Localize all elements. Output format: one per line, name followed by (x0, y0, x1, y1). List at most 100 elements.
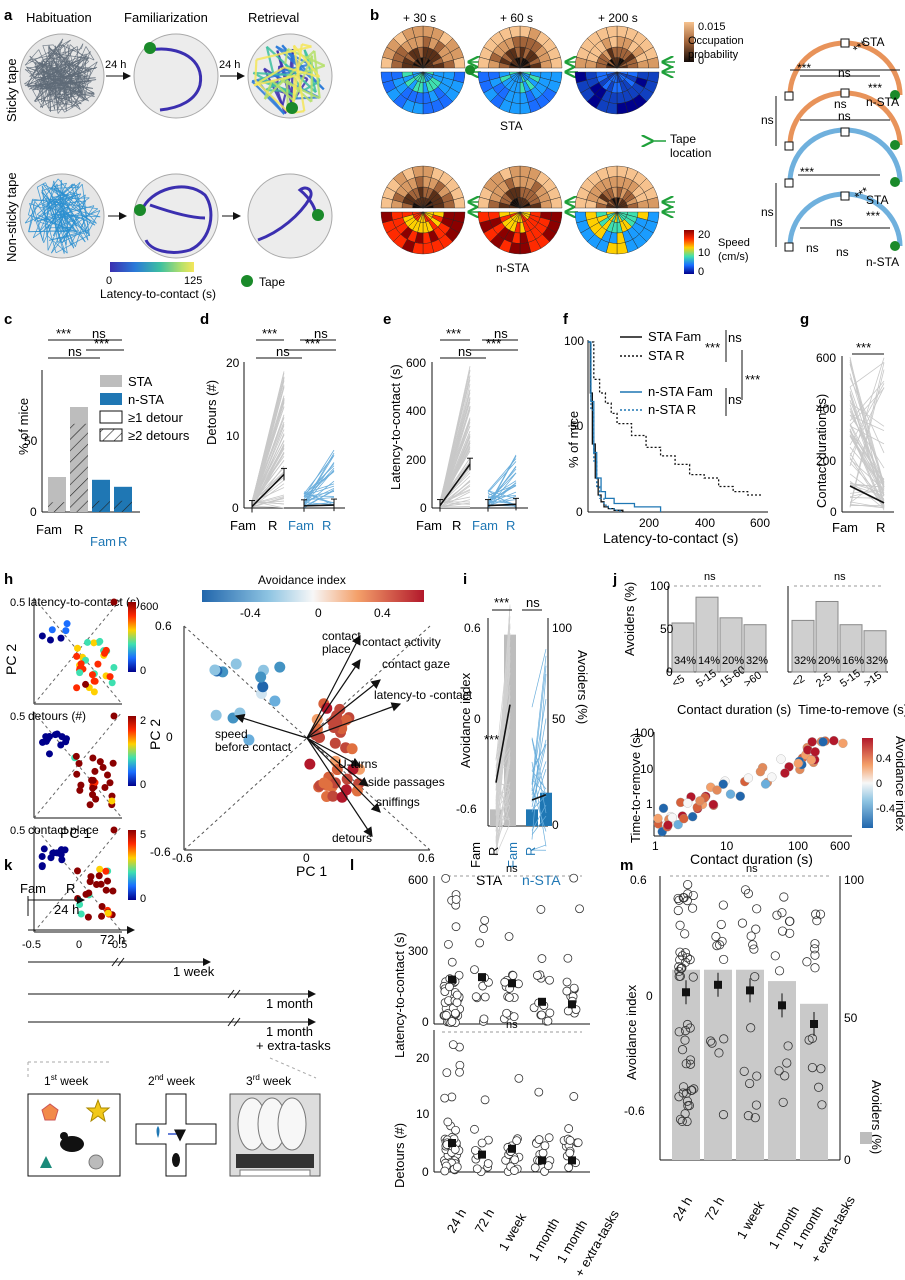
m-point (714, 1048, 724, 1058)
arena-fam-sticky (133, 33, 219, 119)
m-ylabel2: Avoiders (%) (869, 1080, 884, 1154)
trajectory-segment (83, 68, 92, 101)
trajectory-segment (24, 39, 71, 66)
m-point (810, 950, 820, 960)
trajectory-segment (24, 178, 59, 224)
speed-wedge (574, 71, 587, 84)
latency-cb-max: 125 (184, 275, 202, 287)
e-lines (437, 366, 519, 512)
j-scatter-point (767, 772, 777, 782)
c-xtick: R (74, 522, 83, 537)
l-detour-point (510, 1155, 520, 1165)
l-detour-point (480, 1095, 490, 1105)
j-bar (839, 624, 863, 673)
h-small-point (58, 856, 66, 864)
m-point (779, 892, 789, 902)
trajectory-segment (34, 200, 51, 223)
trajectory-segment (48, 90, 83, 109)
legend-sta: STA (128, 374, 153, 389)
h-small-pc2: PC 2 (3, 644, 19, 675)
tape-location-l1: Tape (670, 132, 696, 146)
h-loading-vector (306, 737, 373, 838)
m-point (674, 1027, 684, 1037)
l-detour-point (483, 1159, 493, 1168)
l-detour-mean (448, 1139, 456, 1147)
individual-line (849, 473, 885, 501)
g-ylabel: Contact duration (s) (814, 394, 829, 508)
individual-line (251, 406, 285, 506)
l-latency-point (569, 983, 579, 993)
occupation-wedge (380, 56, 393, 69)
trajectory-segment (27, 63, 71, 69)
trajectory-segment (292, 75, 296, 104)
mean-line (849, 485, 885, 504)
trajectory-segment (254, 59, 258, 81)
k-r: R (66, 881, 75, 896)
individual-line (439, 502, 471, 505)
f-sig: ns (728, 392, 742, 407)
tape-marker (134, 204, 146, 216)
m-point (683, 879, 693, 890)
d-sig: ns (276, 344, 290, 359)
trajectory-segment (57, 76, 86, 114)
e-xtick: R (506, 518, 515, 533)
individual-line (439, 485, 471, 508)
l-latency-point (479, 1014, 489, 1024)
trajectory-segment (32, 64, 64, 91)
m-point (807, 1062, 818, 1073)
individual-line (303, 491, 335, 506)
col-familiarization: Familiarization (124, 10, 208, 25)
h-big-pc2: PC 2 (147, 719, 163, 750)
e-xtick: Fam (472, 518, 498, 533)
individual-line (849, 462, 885, 500)
arc-schematic-sta: ns *** ns ns ns *** *** STA n-STA (761, 35, 903, 151)
h-vector-label-line: contact (322, 629, 361, 643)
i-xtick: R (486, 847, 501, 856)
l-detour-mean (478, 1150, 486, 1159)
trajectory-segment (32, 79, 97, 91)
j-sc-xtick: 600 (830, 839, 850, 853)
f-legend-nsta-r: n-STA R (648, 402, 696, 417)
j-bar-label: 32% (746, 655, 768, 667)
l-ns: ns (506, 863, 518, 875)
h-vector-label: contact place (322, 629, 361, 656)
h-big-xtick: 0.6 (418, 851, 435, 865)
l-detour-point (442, 1068, 452, 1078)
h-small-point (91, 767, 99, 775)
h-small-point (73, 652, 81, 660)
arc-label-sta: STA (862, 35, 884, 49)
time-60s: + 60 s (500, 11, 533, 25)
trajectory-segment (59, 75, 89, 77)
h-vector-label-line: U-turns (338, 757, 377, 771)
trajectory-segment (30, 85, 43, 108)
e-ytick: 400 (406, 404, 426, 418)
e-ytick: 0 (420, 501, 427, 515)
j-sc-ytick: 100 (634, 726, 654, 740)
j-scatter-point (708, 799, 718, 810)
c-bar-ge2 (92, 500, 110, 512)
star-object (85, 1098, 111, 1123)
j-scatter-point (653, 813, 663, 824)
trajectory-segment (41, 185, 48, 236)
h-vector-label: side passages (368, 775, 445, 789)
trajectory-segment (36, 98, 79, 107)
l-latency-point (569, 873, 579, 883)
h-small-point (96, 637, 104, 645)
h-small-point (76, 669, 84, 677)
h-big-diag (183, 625, 431, 851)
j-bars2-xlabel: Time-to-remove (s) (798, 702, 905, 717)
h-big-point (329, 737, 341, 749)
m-point (746, 1023, 756, 1033)
panel-k: Fam R 24 h 72 h 1 week 1 month 1 month +… (20, 881, 331, 1177)
m-point (814, 1082, 824, 1092)
m-point (678, 1088, 688, 1098)
c-sig: *** (56, 326, 71, 341)
l-detour-point (455, 1067, 464, 1077)
tape-marker (144, 42, 156, 54)
i-ytick: -0.6 (456, 802, 477, 816)
triangle-object (40, 1156, 52, 1168)
individual-line (251, 498, 285, 507)
j-ns: ns (834, 571, 846, 583)
j-bar (719, 617, 743, 673)
m-point (751, 1100, 762, 1110)
